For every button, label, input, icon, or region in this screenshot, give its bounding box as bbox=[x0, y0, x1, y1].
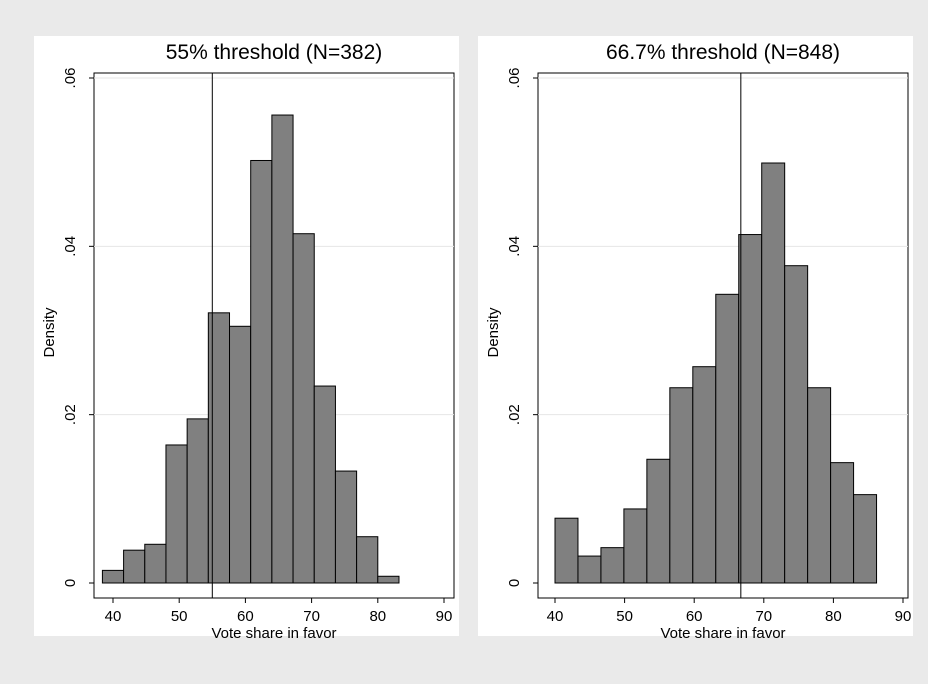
y-tick-label: .06 bbox=[62, 68, 79, 89]
histogram-bar bbox=[853, 494, 878, 584]
histogram-bar bbox=[807, 387, 832, 584]
histogram-bar bbox=[123, 549, 146, 584]
x-tick-label: 70 bbox=[755, 608, 772, 625]
y-tick-label: .02 bbox=[506, 404, 523, 425]
histogram-bar bbox=[554, 517, 579, 584]
histogram-bar bbox=[165, 444, 188, 584]
x-tick-label: 50 bbox=[616, 608, 633, 625]
x-axis-label: Vote share in favor bbox=[660, 625, 785, 642]
x-tick-label: 80 bbox=[825, 608, 842, 625]
histogram-bar bbox=[623, 508, 648, 584]
histogram-bar bbox=[144, 543, 167, 584]
x-tick-label: 80 bbox=[369, 608, 386, 625]
histogram-bar bbox=[669, 387, 694, 584]
y-axis-label: Density bbox=[485, 307, 502, 358]
histogram-bar bbox=[292, 233, 315, 584]
histogram-bar bbox=[271, 114, 294, 584]
histogram-bar bbox=[250, 159, 273, 584]
y-tick-label: 0 bbox=[506, 579, 523, 587]
histogram-bar bbox=[186, 418, 209, 584]
y-tick-label: .06 bbox=[506, 68, 523, 89]
histogram-bar bbox=[784, 265, 809, 584]
x-tick-label: 70 bbox=[303, 608, 320, 625]
histogram-bar bbox=[313, 385, 336, 584]
y-tick-label: .04 bbox=[506, 236, 523, 257]
histogram-bar bbox=[738, 234, 763, 584]
chart-title: 55% threshold (N=382) bbox=[166, 41, 383, 64]
chart-panel-2: 0 .02 .04 .06 40 50 60 70 80 90 66.7% threshold (N… bbox=[478, 36, 913, 642]
x-tick-label: 60 bbox=[686, 608, 703, 625]
chart-title: 66.7% threshold (N=848) bbox=[606, 41, 840, 64]
x-tick-label: 40 bbox=[105, 608, 122, 625]
chart-panel-1: 0 .02 .04 .06 40 50 60 70 80 90 55% threshold (N=3… bbox=[34, 36, 459, 642]
histogram-bar bbox=[715, 293, 740, 584]
x-tick-label: 40 bbox=[547, 608, 564, 625]
histogram-bar bbox=[692, 366, 717, 584]
x-tick-label: 60 bbox=[237, 608, 254, 625]
histogram-bar bbox=[356, 536, 379, 584]
histogram-bar bbox=[334, 470, 358, 584]
x-tick-label: 90 bbox=[436, 608, 453, 625]
histogram-bar bbox=[761, 162, 786, 584]
histogram-bar bbox=[229, 325, 252, 584]
histogram-bar bbox=[830, 462, 855, 584]
x-tick-label: 90 bbox=[895, 608, 912, 625]
histogram-bar bbox=[577, 555, 602, 584]
y-tick-label: .04 bbox=[62, 236, 79, 257]
x-axis-label: Vote share in favor bbox=[211, 625, 336, 642]
histogram-bar bbox=[646, 458, 671, 584]
histogram-bar bbox=[207, 312, 231, 584]
histogram-bar bbox=[600, 547, 625, 584]
x-tick-label: 50 bbox=[171, 608, 188, 625]
y-tick-label: 0 bbox=[62, 579, 79, 587]
y-tick-label: .02 bbox=[62, 404, 79, 425]
histogram-bar bbox=[101, 569, 125, 584]
histogram-bar bbox=[377, 575, 400, 584]
y-axis-label: Density bbox=[41, 307, 58, 358]
